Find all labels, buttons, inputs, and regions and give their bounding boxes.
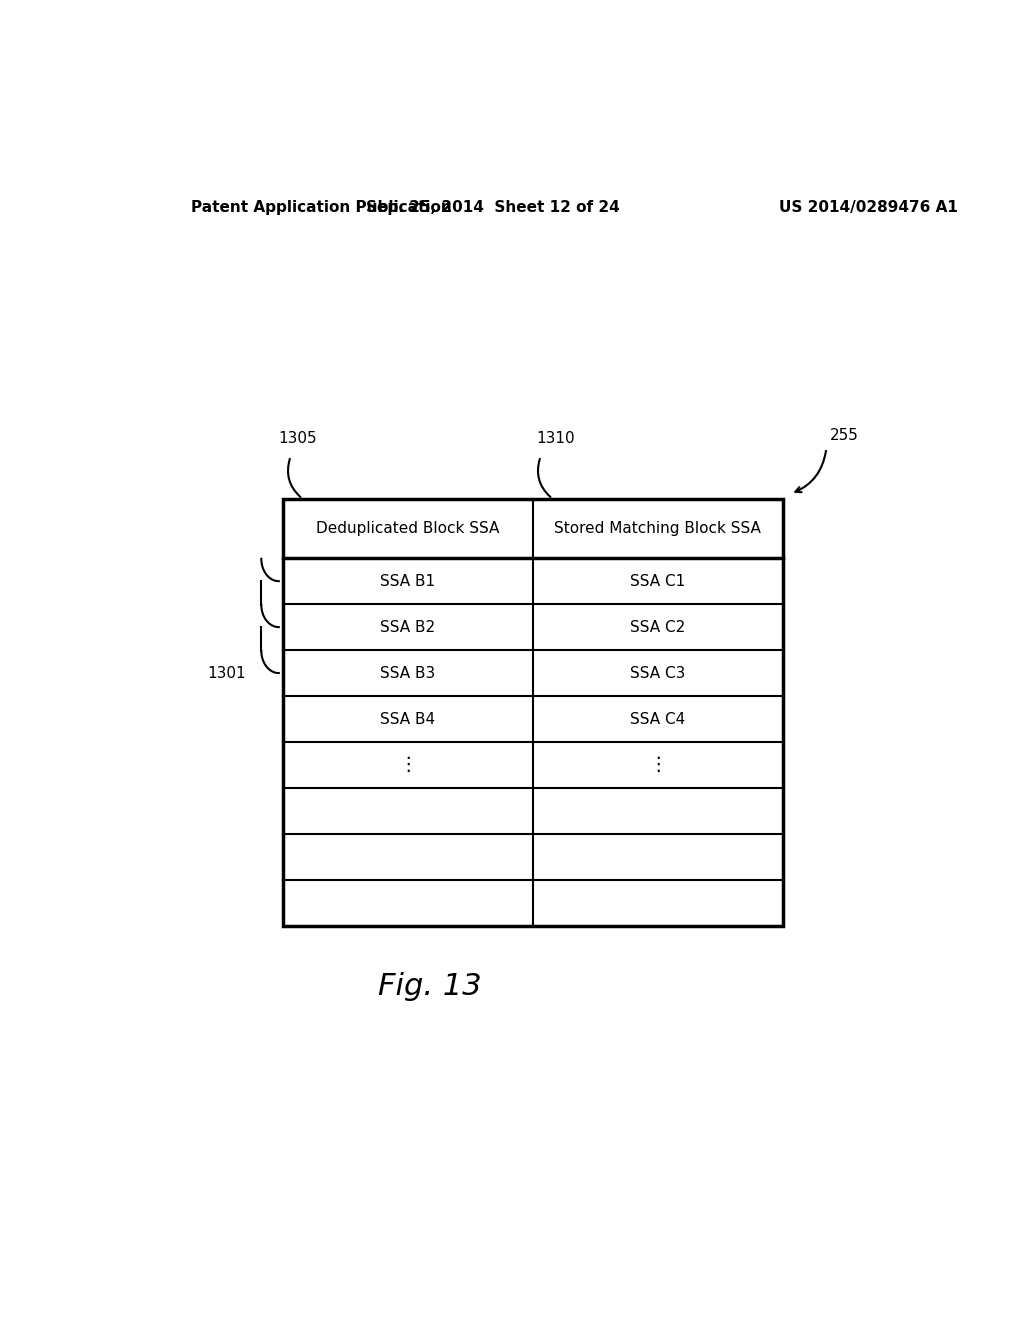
Text: SSA B3: SSA B3 [380,665,435,681]
Text: SSA C1: SSA C1 [630,574,685,589]
Text: Stored Matching Block SSA: Stored Matching Block SSA [554,521,761,536]
Text: SSA B4: SSA B4 [380,711,435,726]
Text: US 2014/0289476 A1: US 2014/0289476 A1 [778,199,957,215]
Text: SSA C4: SSA C4 [630,711,685,726]
Text: 255: 255 [830,428,859,444]
Text: Deduplicated Block SSA: Deduplicated Block SSA [316,521,500,536]
Text: SSA B1: SSA B1 [380,574,435,589]
Bar [283,499,782,925]
Text: 1301: 1301 [207,665,246,681]
Text: Fig. 13: Fig. 13 [378,973,481,1002]
Text: 1305: 1305 [279,432,317,446]
Text: SSA B2: SSA B2 [380,619,435,635]
Text: 1310: 1310 [537,432,575,446]
Text: ⋮: ⋮ [398,755,418,775]
Text: SSA C3: SSA C3 [630,665,685,681]
Text: SSA C2: SSA C2 [630,619,685,635]
Text: ⋮: ⋮ [648,755,668,775]
Text: Sep. 25, 2014  Sheet 12 of 24: Sep. 25, 2014 Sheet 12 of 24 [367,199,620,215]
Text: Patent Application Publication: Patent Application Publication [191,199,453,215]
